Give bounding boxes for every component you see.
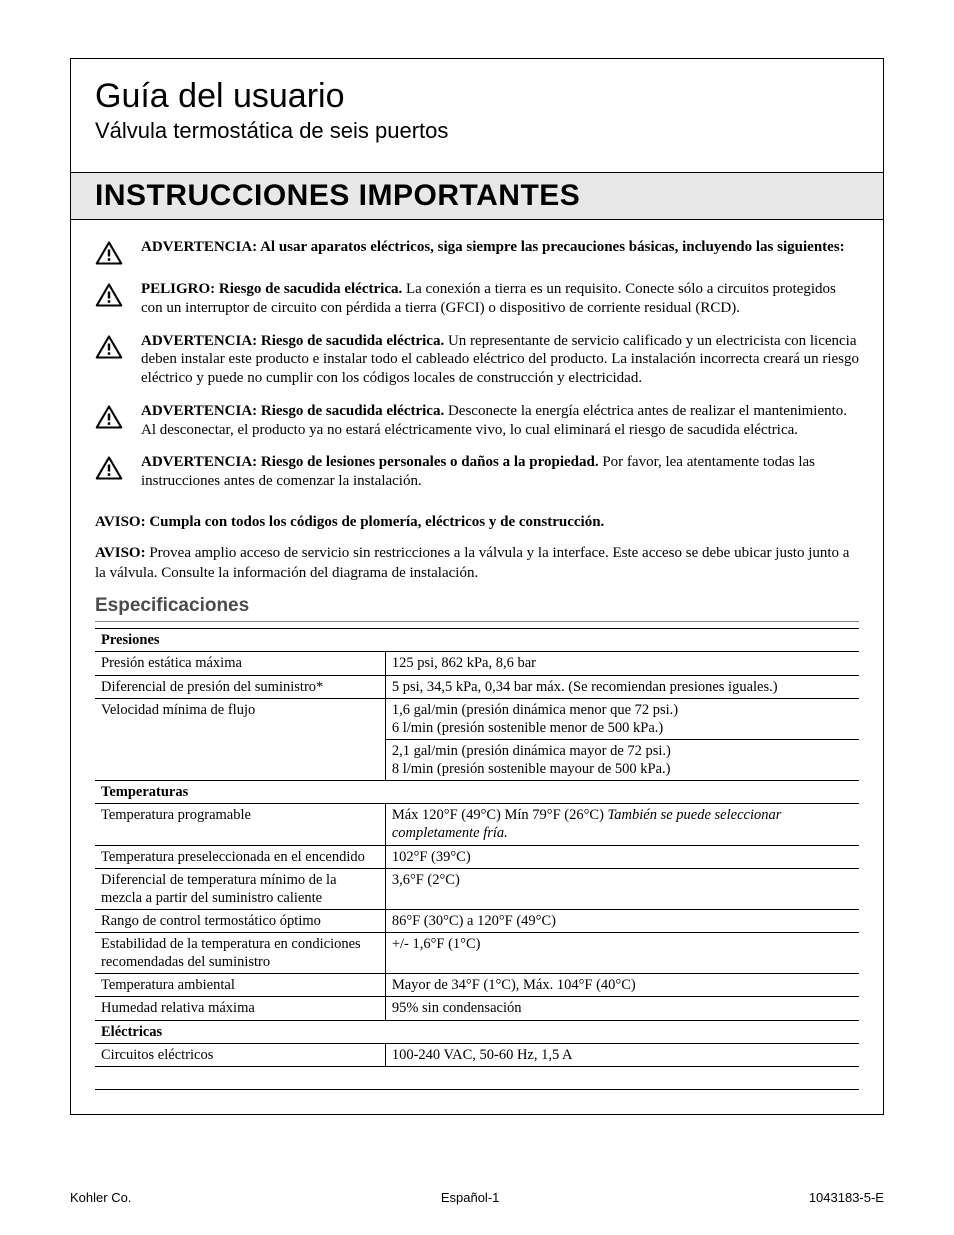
spec-heading: Especificaciones [95, 595, 859, 622]
warning-row: ADVERTENCIA: Al usar aparatos eléctricos… [95, 238, 859, 266]
page-footer: Kohler Co. Español-1 1043183-5-E [70, 1190, 884, 1205]
table-row: Estabilidad de la temperatura en condici… [95, 933, 859, 974]
spec-label: Temperatura programable [95, 804, 385, 845]
warning-icon [95, 280, 141, 308]
aviso-line: AVISO: Provea amplio acceso de servicio … [95, 544, 859, 583]
header-block: Guía del usuario Válvula termostática de… [71, 59, 883, 172]
warning-text: ADVERTENCIA: Riesgo de lesiones personal… [141, 453, 859, 491]
table-row: Temperatura preseleccionada en el encend… [95, 845, 859, 868]
spec-label: Temperatura ambiental [95, 974, 385, 997]
spec-value: 1,6 gal/min (presión dinámica menor que … [385, 698, 859, 739]
spec-label: Rango de control termostático óptimo [95, 909, 385, 932]
warning-text: ADVERTENCIA: Al usar aparatos eléctricos… [141, 238, 859, 257]
table-row: Temperatura programable Máx 120°F (49°C)… [95, 804, 859, 845]
aviso-lead: AVISO: Cumpla con todos los códigos de p… [95, 514, 604, 530]
spec-label: Circuitos eléctricos [95, 1043, 385, 1066]
table-group-head: Temperaturas [95, 781, 859, 804]
warning-row: ADVERTENCIA: Riesgo de sacudida eléctric… [95, 402, 859, 440]
warning-lead: ADVERTENCIA: Riesgo de sacudida eléctric… [141, 333, 444, 349]
warning-row: ADVERTENCIA: Riesgo de sacudida eléctric… [95, 332, 859, 388]
warning-icon [95, 453, 141, 481]
group-label: Presiones [95, 629, 859, 652]
spec-value: +/- 1,6°F (1°C) [385, 933, 859, 974]
table-row: Temperatura ambiental Mayor de 34°F (1°C… [95, 974, 859, 997]
spec-value: 86°F (30°C) a 120°F (49°C) [385, 909, 859, 932]
table-row: Velocidad mínima de flujo 1,6 gal/min (p… [95, 698, 859, 739]
spec-label: Diferencial de temperatura mínimo de la … [95, 868, 385, 909]
table-row: Diferencial de presión del suministro* 5… [95, 675, 859, 698]
aviso-lead: AVISO: [95, 545, 146, 561]
main-heading: INSTRUCCIONES IMPORTANTES [95, 179, 859, 213]
spec-label: Estabilidad de la temperatura en condici… [95, 933, 385, 974]
warning-icon [95, 332, 141, 360]
warning-lead: ADVERTENCIA: Riesgo de sacudida eléctric… [141, 403, 444, 419]
warning-lead: ADVERTENCIA: Riesgo de lesiones personal… [141, 454, 599, 470]
table-row: Humedad relativa máxima 95% sin condensa… [95, 997, 859, 1020]
footer-left: Kohler Co. [70, 1190, 131, 1205]
spec-label: Diferencial de presión del suministro* [95, 675, 385, 698]
warning-row: PELIGRO: Riesgo de sacudida eléctrica. L… [95, 280, 859, 318]
spec-value: 95% sin condensación [385, 997, 859, 1020]
page-frame: Guía del usuario Válvula termostática de… [70, 58, 884, 1115]
spec-value: 2,1 gal/min (presión dinámica mayor de 7… [385, 739, 859, 780]
spec-value-plain: Máx 120°F (49°C) Mín 79°F (26°C) [392, 807, 608, 823]
spec-value: 102°F (39°C) [385, 845, 859, 868]
aviso-body: Provea amplio acceso de servicio sin res… [95, 545, 849, 581]
main-heading-box: INSTRUCCIONES IMPORTANTES [71, 172, 883, 220]
warning-text: PELIGRO: Riesgo de sacudida eléctrica. L… [141, 280, 859, 318]
spec-value: 3,6°F (2°C) [385, 868, 859, 909]
table-row: Presión estática máxima 125 psi, 862 kPa… [95, 652, 859, 675]
group-label: Eléctricas [95, 1020, 859, 1043]
spec-value: Máx 120°F (49°C) Mín 79°F (26°C) También… [385, 804, 859, 845]
aviso-line: AVISO: Cumpla con todos los códigos de p… [95, 513, 859, 533]
spec-table: Presiones Presión estática máxima 125 ps… [95, 628, 859, 1090]
spec-label: Temperatura preseleccionada en el encend… [95, 845, 385, 868]
warning-text: ADVERTENCIA: Riesgo de sacudida eléctric… [141, 402, 859, 440]
spec-value: 5 psi, 34,5 kPa, 0,34 bar máx. (Se recom… [385, 675, 859, 698]
warning-row: ADVERTENCIA: Riesgo de lesiones personal… [95, 453, 859, 491]
warning-icon [95, 402, 141, 430]
table-row: Diferencial de temperatura mínimo de la … [95, 868, 859, 909]
table-group-head: Eléctricas [95, 1020, 859, 1043]
table-row: Rango de control termostático óptimo 86°… [95, 909, 859, 932]
spec-label: Humedad relativa máxima [95, 997, 385, 1020]
spec-label: Velocidad mínima de flujo [95, 698, 385, 781]
warning-lead: ADVERTENCIA: Al usar aparatos eléctricos… [141, 239, 845, 255]
warning-icon [95, 238, 141, 266]
footer-center: Español-1 [441, 1190, 500, 1205]
table-group-head: Presiones [95, 629, 859, 652]
spec-value: 125 psi, 862 kPa, 8,6 bar [385, 652, 859, 675]
group-label: Temperaturas [95, 781, 859, 804]
table-row: Circuitos eléctricos 100-240 VAC, 50-60 … [95, 1043, 859, 1066]
table-row-empty [95, 1066, 859, 1089]
warning-text: ADVERTENCIA: Riesgo de sacudida eléctric… [141, 332, 859, 388]
guide-subtitle: Válvula termostática de seis puertos [95, 118, 859, 144]
spec-value: 100-240 VAC, 50-60 Hz, 1,5 A [385, 1043, 859, 1066]
warning-lead: PELIGRO: Riesgo de sacudida eléctrica. [141, 281, 402, 297]
spec-label: Presión estática máxima [95, 652, 385, 675]
spec-value: Mayor de 34°F (1°C), Máx. 104°F (40°C) [385, 974, 859, 997]
warnings-block: ADVERTENCIA: Al usar aparatos eléctricos… [71, 220, 883, 513]
footer-right: 1043183-5-E [809, 1190, 884, 1205]
guide-title: Guía del usuario [95, 77, 859, 116]
